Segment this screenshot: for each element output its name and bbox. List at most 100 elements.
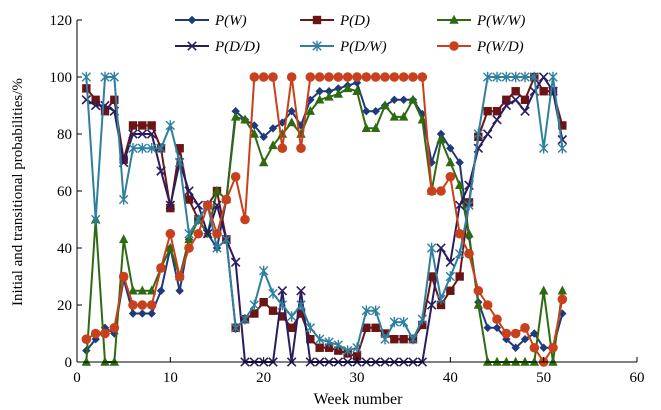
data-point	[529, 342, 540, 353]
data-point	[361, 123, 372, 132]
data-point	[109, 323, 120, 333]
data-point	[315, 87, 324, 96]
data-point	[342, 345, 353, 356]
data-point	[146, 143, 157, 154]
data-point	[259, 132, 268, 142]
y-tick-label: 100	[50, 70, 73, 86]
data-point	[482, 129, 493, 139]
data-point	[520, 323, 530, 333]
data-point	[371, 107, 380, 116]
data-point	[333, 72, 344, 82]
data-point	[314, 72, 325, 82]
data-point	[390, 95, 399, 104]
data-point	[529, 71, 540, 83]
x-tick-label: 20	[256, 370, 271, 386]
data-point	[455, 158, 464, 167]
data-point	[128, 300, 138, 310]
data-point	[314, 334, 325, 345]
legend-item: P(D)	[300, 13, 370, 29]
data-point	[436, 243, 446, 253]
data-point	[137, 129, 148, 139]
data-point	[221, 194, 232, 205]
data-point	[445, 171, 456, 182]
data-point	[90, 100, 101, 111]
data-point	[286, 311, 297, 322]
data-point	[548, 356, 558, 366]
data-point	[380, 334, 390, 345]
data-point	[492, 71, 502, 83]
legend-swatch-marker	[312, 15, 322, 25]
data-point	[390, 335, 399, 344]
data-point	[249, 72, 260, 82]
data-point	[492, 356, 502, 366]
data-point	[361, 305, 372, 316]
data-point	[268, 140, 278, 150]
data-point	[249, 299, 260, 311]
data-point	[175, 286, 184, 295]
data-point	[324, 87, 334, 96]
legend-swatch-marker	[312, 40, 322, 52]
data-point	[212, 185, 222, 195]
data-point	[362, 107, 371, 116]
y-tick-label: 40	[57, 241, 72, 257]
data-point	[137, 285, 148, 295]
data-point	[305, 106, 316, 115]
data-point	[156, 286, 166, 295]
data-point	[464, 248, 474, 259]
data-point	[324, 72, 334, 82]
data-point	[454, 180, 465, 189]
y-axis-label: Initial and transitional probabilities/%	[10, 78, 26, 306]
data-point	[175, 144, 184, 153]
data-point	[166, 203, 175, 213]
data-point	[464, 228, 474, 238]
data-point	[380, 72, 390, 82]
data-point	[147, 121, 156, 130]
data-point	[296, 285, 306, 296]
data-point	[371, 323, 380, 332]
data-point	[296, 143, 306, 154]
data-point	[557, 143, 568, 154]
legend-item: P(W)	[175, 13, 247, 29]
x-tick-label: 50	[536, 370, 551, 386]
data-point	[370, 305, 381, 316]
data-point	[259, 297, 268, 307]
series-5	[81, 72, 568, 367]
data-point	[520, 71, 530, 83]
data-point	[137, 143, 148, 154]
legend: P(W) P(D) P(W/W) P(D/D) P(D/W) P(W/D)	[175, 13, 525, 55]
legend-label: P(W/W)	[476, 13, 525, 29]
data-point	[473, 128, 484, 140]
data-point	[221, 234, 232, 245]
data-point	[417, 72, 428, 82]
data-point	[483, 107, 492, 116]
data-point	[165, 120, 176, 131]
data-point	[306, 95, 315, 104]
data-point	[146, 129, 157, 139]
data-point	[118, 271, 129, 282]
data-point	[184, 243, 194, 253]
legend-item: P(W/W)	[437, 13, 525, 29]
data-point	[277, 285, 288, 296]
data-point	[305, 322, 316, 333]
data-point	[110, 95, 119, 104]
legend-label: P(D/W)	[339, 39, 387, 55]
data-point	[230, 322, 241, 333]
data-point	[314, 94, 325, 104]
data-point	[408, 94, 418, 104]
data-point	[510, 95, 521, 105]
data-point	[128, 121, 138, 130]
data-point	[557, 294, 568, 305]
data-point	[389, 111, 400, 121]
data-point	[296, 299, 306, 311]
data-point	[240, 214, 250, 225]
data-point	[147, 309, 156, 318]
data-point	[426, 186, 437, 196]
data-point	[81, 95, 92, 105]
series-line	[85, 76, 564, 358]
data-point	[539, 87, 548, 96]
series-line	[85, 76, 564, 352]
data-point	[324, 336, 334, 348]
legend-label: P(W/D)	[476, 39, 524, 55]
data-point	[296, 309, 306, 318]
x-tick-label: 10	[163, 370, 178, 386]
